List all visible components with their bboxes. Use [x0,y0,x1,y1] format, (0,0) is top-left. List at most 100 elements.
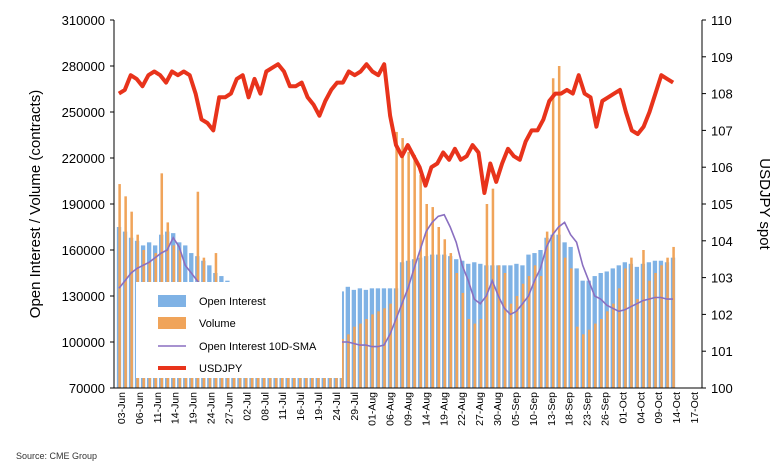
legend-label-sma: Open Interest 10D-SMA [199,341,317,353]
x-tick-label: 22-Aug [456,392,468,426]
left-tick-label: 190000 [62,197,105,212]
volume-bar [347,334,350,388]
volume-bar [582,334,585,388]
volume-bar [503,273,507,388]
volume-bar [280,375,284,388]
volume-bar [660,265,663,388]
legend-label-volume: Volume [199,318,236,330]
x-tick-label: 03-Jun [116,392,128,424]
left-tick-label: 70000 [69,381,105,396]
x-tick-label: 01-Oct [617,392,629,424]
volume-bar [383,308,386,388]
x-tick-label: 19-Jun [188,392,200,424]
volume-bar [341,338,344,388]
volume-bar [449,253,453,388]
volume-bar [353,326,356,388]
x-tick-label: 11-Jun [152,392,164,423]
x-tick-label: 14-Aug [420,392,432,426]
volume-bar [527,276,531,388]
x-axis-ticks: 03-Jun 06-Jun 11-Jun 14-Jun 19-Jun 24-Jun 27-J… [116,392,701,426]
volume-bar [377,311,380,388]
volume-bar [497,265,501,388]
x-tick-label: 27-Aug [474,392,486,426]
volume-bar [606,311,609,388]
volume-bar [419,174,422,388]
volume-bar [594,323,597,388]
right-tick-label: 100 [711,381,733,396]
open-interest-bar [580,280,585,388]
volume-bar [612,303,615,388]
volume-bar [533,265,537,388]
volume-bar [479,319,483,388]
volume-bar [443,239,447,388]
volume-bar [575,326,579,388]
x-tick-label: 02-Jul [241,392,253,421]
right-tick-label: 110 [711,13,732,28]
x-tick-label: 04-Oct [635,392,647,424]
left-tick-label: 280000 [62,59,105,74]
x-tick-label: 30-Aug [492,392,504,426]
volume-bar [395,131,398,388]
volume-bar [437,227,441,388]
right-axis-ticks: 100 101 102 103 104 105 106 107 108 109 110 [702,13,733,396]
volume-bar [515,296,519,388]
x-tick-label: 09-Oct [653,392,665,424]
volume-bar [292,369,296,388]
volume-bar [642,250,645,388]
volume-bar [672,246,675,388]
usdjpy-line [117,62,675,195]
volume-bar [624,268,627,388]
x-tick-label: 26-Sep [600,392,612,426]
x-tick-label: 11-Jul [277,392,289,420]
right-tick-label: 109 [711,50,733,65]
volume-bar [569,268,573,388]
left-tick-label: 130000 [62,289,105,304]
x-tick-label: 14-Jun [170,392,182,424]
volume-bar [563,257,567,388]
x-tick-label: 06-Aug [385,392,397,426]
right-tick-label: 101 [711,344,733,359]
volume-bar [286,372,290,388]
right-tick-label: 103 [711,271,733,286]
volume-bar [461,292,465,388]
volume-bar [425,204,428,388]
x-tick-label: 01-Aug [367,392,379,426]
right-tick-label: 108 [711,87,733,102]
right-tick-label: 106 [711,160,733,175]
left-tick-label: 100000 [62,335,105,350]
x-tick-label: 24-Jun [206,392,218,424]
left-tick-label: 220000 [62,151,105,166]
x-tick-label: 13-Sep [546,392,558,426]
volume-bar [600,319,603,388]
volume-bar [413,154,416,388]
x-tick-label: 14-Oct [671,392,683,424]
left-axis-label: Open Interest / Volume (contracts) [27,90,44,318]
x-tick-label: 09-Aug [403,392,415,426]
volume-bar [636,299,639,388]
legend-label-open-interest: Open Interest [199,296,266,308]
x-tick-label: 24-Jul [331,392,343,421]
volume-bar [588,329,591,388]
volume-bar [407,151,410,388]
volume-bar [359,323,362,388]
x-tick-label: 18-Sep [564,392,576,426]
volume-bar [371,314,374,388]
volume-bar [545,231,549,388]
volume-bar [389,303,392,388]
volume-bar [473,323,477,388]
x-tick-label: 29-Jul [349,392,361,421]
left-tick-label: 310000 [62,13,105,28]
left-tick-label: 250000 [62,105,105,120]
x-tick-label: 05-Sep [510,392,522,426]
volume-bar [467,319,471,388]
right-tick-label: 102 [711,307,733,322]
x-tick-label: 19-Aug [438,392,450,426]
left-axis-ticks: 70000 100000 130000 160000 190000 220000 25000… [62,13,114,396]
legend-swatch-volume [158,317,186,329]
volume-bar [666,257,669,388]
volume-bar [491,188,495,388]
x-tick-label: 19-Jul [313,392,325,421]
volume-bar [118,184,121,388]
volume-bar [401,138,404,388]
